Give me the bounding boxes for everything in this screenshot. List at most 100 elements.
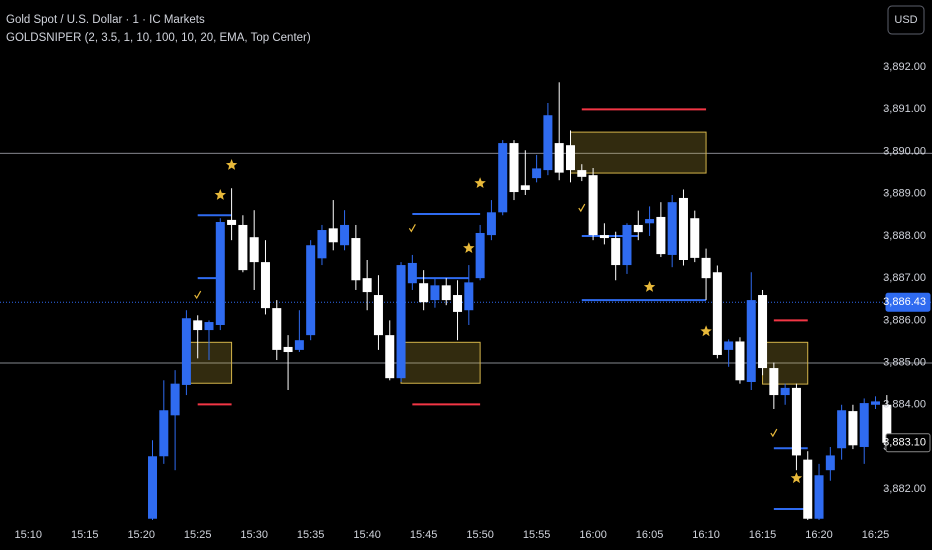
candle-body — [611, 238, 621, 266]
candle-body — [260, 262, 270, 309]
candle-body — [430, 285, 440, 301]
candle-body — [690, 218, 700, 258]
candle-body — [554, 143, 564, 173]
y-tick-label: 3,889.00 — [883, 188, 926, 200]
candle-body — [464, 282, 474, 311]
candle-body — [340, 224, 350, 246]
currency-button-label[interactable]: USD — [894, 14, 917, 26]
x-tick-label: 15:20 — [127, 529, 155, 541]
candle-body — [633, 224, 643, 233]
candle-body — [475, 232, 485, 279]
candle-body — [362, 278, 372, 293]
candle-body — [328, 228, 338, 243]
candle-body — [724, 341, 734, 350]
candle-body — [859, 403, 869, 447]
candle-body — [498, 143, 508, 213]
candle-body — [803, 459, 813, 519]
candle-body — [419, 283, 429, 303]
candle-body — [780, 387, 790, 396]
y-tick-label: 3,886.00 — [883, 314, 926, 326]
check-marker — [194, 290, 202, 300]
candle-body — [645, 219, 655, 224]
y-tick-label: 3,888.00 — [883, 230, 926, 242]
candle-body — [204, 322, 214, 331]
y-tick-label: 3,887.00 — [883, 272, 926, 284]
candle-body — [871, 401, 881, 405]
candle-body — [148, 456, 158, 519]
candle-body — [837, 410, 847, 449]
star-marker — [214, 189, 226, 200]
star-marker — [225, 159, 238, 170]
candle-body — [577, 170, 587, 177]
zone — [762, 341, 809, 385]
candle-body — [667, 202, 677, 255]
star-marker — [790, 472, 803, 484]
candle-body — [181, 318, 191, 385]
candle-body — [306, 245, 316, 336]
x-tick-label: 15:40 — [353, 529, 381, 541]
y-tick-label: 3,891.00 — [883, 103, 926, 115]
candle-body — [159, 410, 169, 457]
candle-body — [678, 197, 688, 260]
y-tick-label: 3,884.00 — [883, 399, 926, 411]
price-tag-label: 3,886.43 — [883, 296, 926, 308]
candle-body — [272, 308, 282, 350]
candle-body — [249, 237, 259, 263]
candle-body — [238, 224, 248, 271]
currency-button-frame[interactable] — [887, 5, 925, 35]
candle-body — [351, 238, 361, 281]
star-marker — [463, 242, 475, 253]
star-marker — [474, 177, 486, 188]
x-tick-label: 15:25 — [184, 529, 212, 541]
x-tick-label: 15:15 — [71, 529, 99, 541]
candle-body — [565, 145, 575, 171]
check-marker — [408, 224, 416, 233]
x-tick-label: 16:10 — [692, 529, 720, 541]
candle-body — [407, 262, 417, 284]
x-tick-label: 15:55 — [523, 529, 551, 541]
candle-body — [453, 295, 463, 312]
x-tick-label: 16:05 — [636, 529, 664, 541]
candle-body — [882, 404, 892, 443]
candle-body — [848, 411, 858, 446]
candle-body — [543, 115, 553, 171]
candle-body — [758, 295, 768, 369]
x-tick-label: 16:20 — [805, 529, 833, 541]
candle-body — [520, 185, 530, 190]
candle-body — [385, 335, 395, 379]
x-tick-label: 16:25 — [862, 529, 890, 541]
candle-body — [735, 341, 745, 381]
candle-body — [193, 320, 203, 331]
x-tick-label: 15:35 — [297, 529, 325, 541]
candle-body — [170, 383, 180, 416]
check-marker — [770, 428, 778, 438]
y-tick-label: 3,890.00 — [883, 145, 926, 157]
candle-body — [373, 295, 383, 336]
indicator-label: GOLDSNIPER (2, 3.5, 1, 10, 100, 10, 20, … — [6, 32, 311, 44]
candle-body — [825, 455, 835, 471]
candle-body — [532, 168, 542, 179]
candle-body — [486, 212, 496, 236]
price-tag — [885, 433, 931, 453]
candle-body — [769, 368, 779, 396]
x-tick-label: 15:45 — [410, 529, 438, 541]
candle-body — [599, 235, 609, 239]
zone — [569, 131, 707, 174]
candle-body — [441, 285, 451, 301]
x-tick-label: 15:10 — [14, 529, 42, 541]
currency-button[interactable]: USD — [887, 5, 925, 35]
candle-body — [622, 224, 632, 266]
x-tick-label: 16:15 — [749, 529, 777, 541]
candle-body — [215, 222, 225, 325]
star-marker — [700, 325, 712, 337]
y-tick-label: 3,892.00 — [883, 61, 926, 73]
candle-body — [509, 143, 519, 193]
plot-area — [0, 82, 932, 520]
candle-body — [656, 216, 666, 255]
price-tag — [885, 292, 931, 312]
candle-body — [791, 387, 801, 456]
candle-body — [712, 272, 722, 355]
